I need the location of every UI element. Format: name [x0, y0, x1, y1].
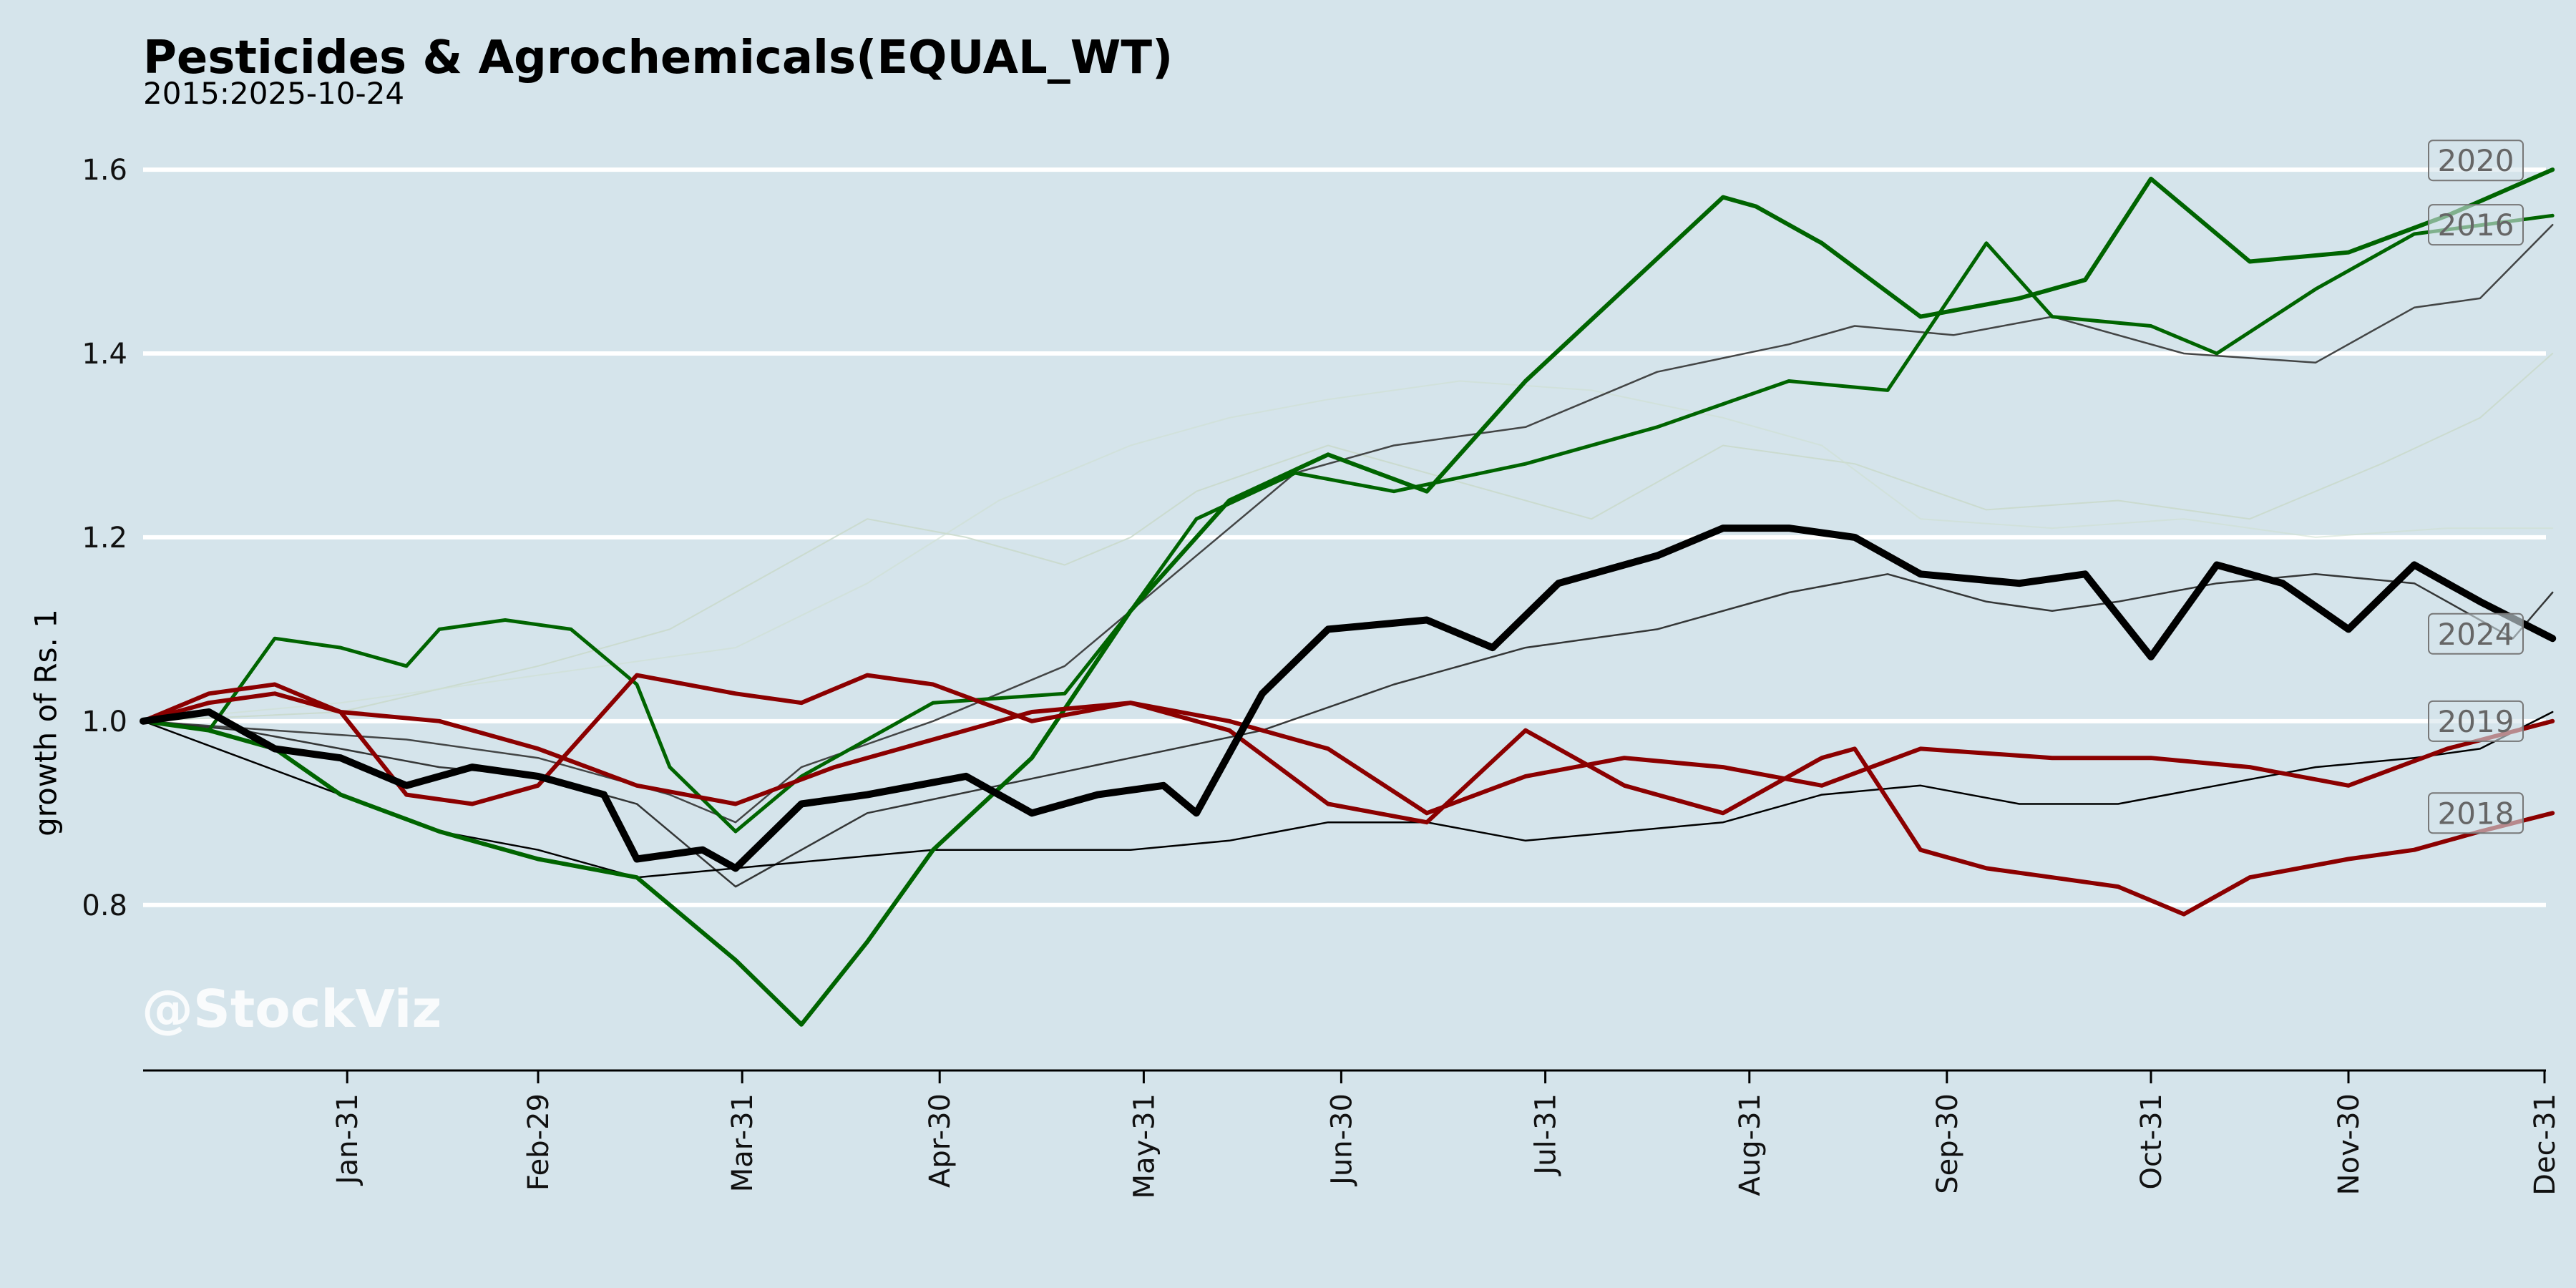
y-tick-label: 1.2 — [82, 522, 127, 555]
x-tick-label: Sep-30 — [1931, 1093, 1964, 1194]
end-label-text: 2024 — [2438, 617, 2514, 652]
y-tick-label: 0.8 — [82, 889, 127, 922]
series-line-faded-b — [142, 380, 2554, 722]
end-label-2019: 2019 — [2428, 700, 2524, 742]
end-label-box — [2428, 792, 2524, 834]
end-label-2020: 2020 — [2428, 140, 2524, 182]
end-label-box — [2428, 613, 2524, 655]
end-label-text: 2016 — [2438, 208, 2514, 243]
y-tick-label: 1.4 — [82, 338, 127, 371]
end-label-text: 2020 — [2438, 143, 2514, 178]
series-line-2018 — [142, 711, 2554, 879]
end-label-2016: 2016 — [2428, 204, 2524, 246]
x-tick-label: Oct-31 — [2135, 1093, 2168, 1190]
series-line-red-b — [141, 673, 2555, 917]
series-line-2020 — [141, 167, 2555, 1027]
end-label-2018: 2018 — [2428, 792, 2524, 834]
x-tick-label: Mar-31 — [726, 1093, 759, 1192]
x-tick-label: Jan-31 — [331, 1093, 364, 1186]
end-label-box — [2428, 140, 2524, 182]
end-label-2024: 2024 — [2428, 613, 2524, 655]
chart-title: Pesticides & Agrochemicals(EQUAL_WT) — [143, 31, 1174, 84]
end-label-box — [2428, 204, 2524, 246]
y-tick-label: 1.0 — [82, 706, 127, 738]
y-axis-label: growth of Rs. 1 — [28, 609, 64, 836]
x-tick-label: Jul-31 — [1530, 1093, 1563, 1177]
chart-subtitle: 2015:2025-10-24 — [143, 76, 405, 111]
end-label-text: 2018 — [2438, 796, 2514, 831]
y-tick-label: 1.6 — [82, 154, 127, 187]
watermark: @StockViz — [142, 979, 442, 1039]
end-label-text: 2019 — [2438, 704, 2514, 739]
x-tick-label: May-31 — [1128, 1093, 1161, 1199]
x-tick-label: Jun-30 — [1325, 1093, 1358, 1187]
x-tick-label: Dec-31 — [2529, 1093, 2562, 1196]
series-line-2019 — [141, 691, 2555, 816]
x-tick-label: Nov-30 — [2333, 1093, 2366, 1195]
series-line-2024 — [140, 525, 2557, 872]
series-line-faded-a — [142, 353, 2554, 722]
x-tick-label: Aug-31 — [1734, 1093, 1767, 1196]
series-line-gray-a — [142, 223, 2554, 824]
end-label-box — [2428, 700, 2524, 742]
x-tick-label: Feb-29 — [522, 1093, 555, 1191]
x-tick-label: Apr-30 — [924, 1093, 957, 1188]
